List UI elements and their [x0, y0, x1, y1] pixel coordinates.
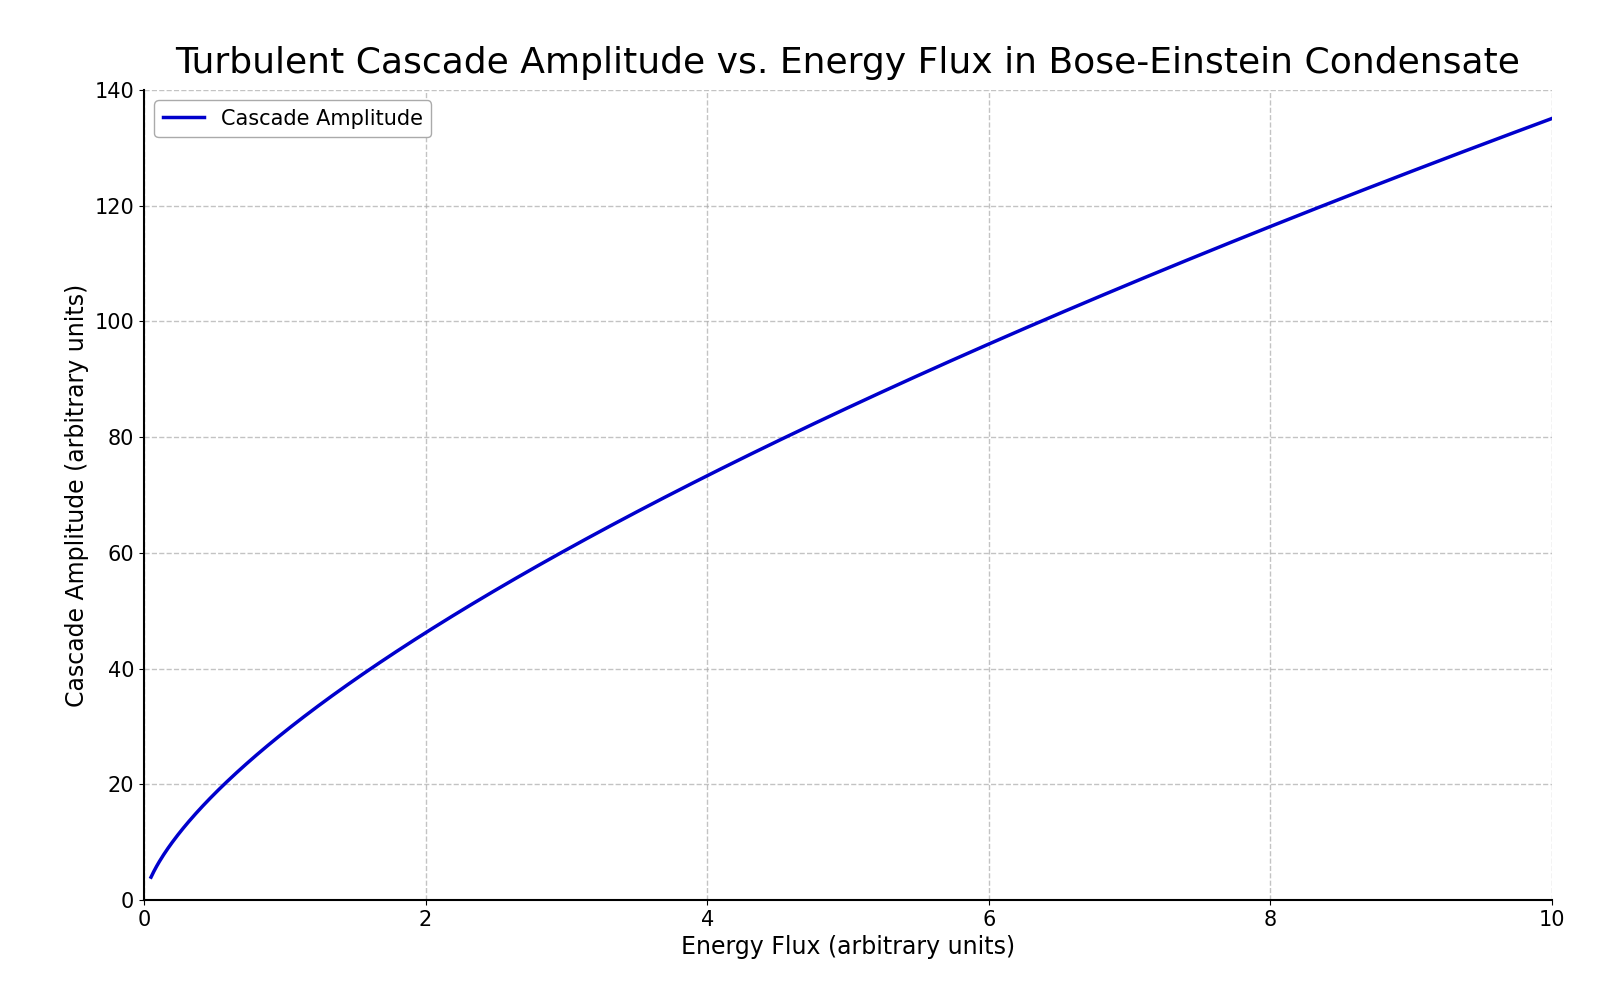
- Cascade Amplitude: [1234, 231, 1253, 243]
- Cascade Amplitude: [285, 718, 304, 730]
- Legend: Cascade Amplitude: Cascade Amplitude: [155, 100, 432, 137]
- Cascade Amplitude: [758, 440, 778, 452]
- Cascade Amplitude: [141, 871, 160, 883]
- Title: Turbulent Cascade Amplitude vs. Energy Flux in Bose-Einstein Condensate: Turbulent Cascade Amplitude vs. Energy F…: [176, 46, 1520, 80]
- Cascade Amplitude: [1104, 285, 1123, 297]
- Y-axis label: Cascade Amplitude (arbitrary units): Cascade Amplitude (arbitrary units): [66, 283, 90, 707]
- Cascade Amplitude: [1542, 112, 1562, 124]
- Cascade Amplitude: [1259, 221, 1278, 233]
- X-axis label: Energy Flux (arbitrary units): Energy Flux (arbitrary units): [682, 935, 1014, 959]
- Cascade Amplitude: [707, 465, 726, 477]
- Line: Cascade Amplitude: Cascade Amplitude: [150, 118, 1552, 877]
